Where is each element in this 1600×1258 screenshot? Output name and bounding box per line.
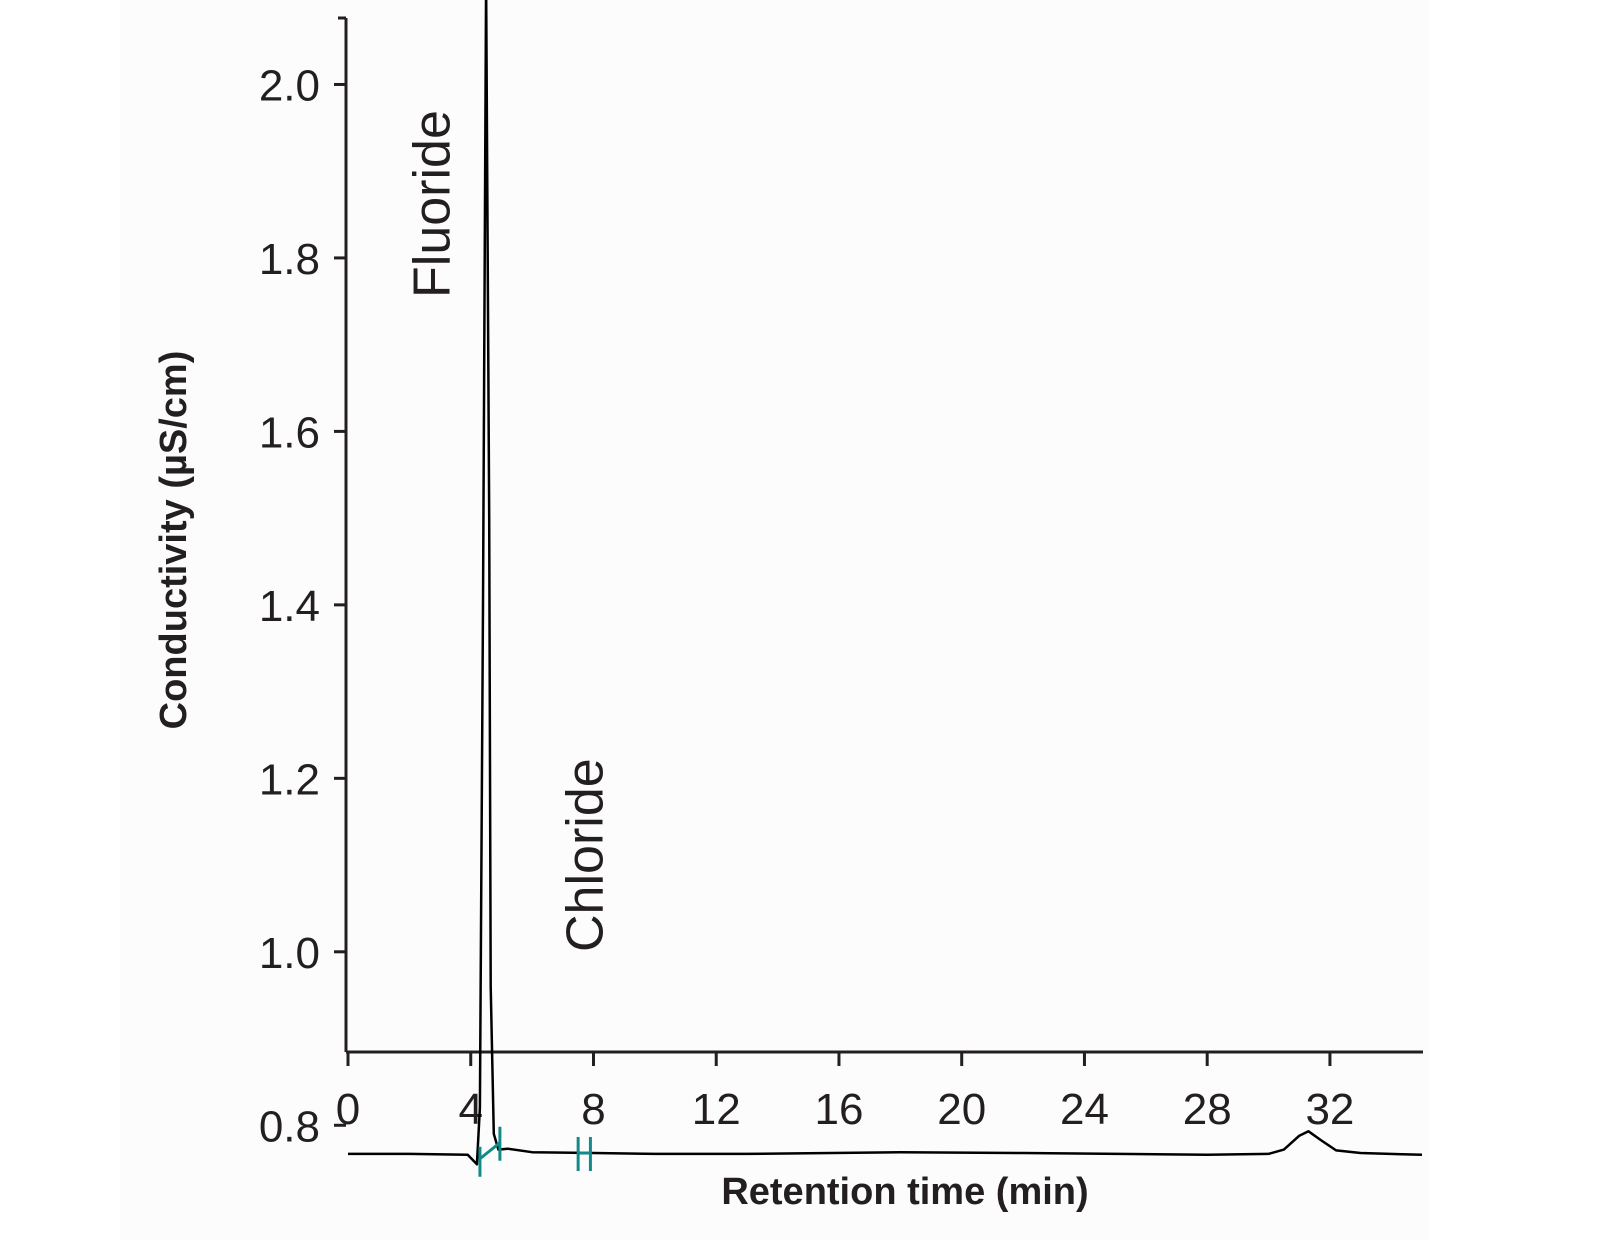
y-tick-label: 0.8 — [259, 1102, 320, 1151]
y-tick-label: 1.2 — [259, 755, 320, 804]
peak-label-chloride: Chloride — [557, 758, 615, 952]
peak-baseline — [479, 1141, 501, 1160]
y-tick-label: 1.0 — [259, 929, 320, 978]
x-tick-label: 12 — [692, 1085, 741, 1134]
x-tick-label: 24 — [1060, 1085, 1109, 1134]
y-tick-label: 1.4 — [259, 582, 320, 631]
y-axis-title: Conductivity (µS/cm) — [153, 351, 195, 730]
chromatogram-chart: 0.8 1.0 1.2 1.4 1.6 1.8 2.0 0 4 8 12 16 20 24 28 32 Fl… — [120, 0, 1430, 1240]
x-tick-label: 28 — [1183, 1085, 1232, 1134]
plot-area: Fluoride Chloride — [348, 0, 1423, 1177]
y-tick-label: 1.6 — [259, 408, 320, 457]
x-tick-label: 32 — [1305, 1085, 1354, 1134]
y-axis: 0.8 1.0 1.2 1.4 1.6 1.8 2.0 — [259, 16, 348, 1151]
y-tick-label: 2.0 — [259, 61, 320, 110]
x-tick-label: 16 — [814, 1085, 863, 1134]
chart-svg: 0.81.01.21.41.61.82.0 0 4 8 12 16 20 24 28 32 Fl… — [153, 0, 1423, 1213]
x-tick-label: 20 — [937, 1085, 986, 1134]
y-tick-label: 1.8 — [259, 235, 320, 284]
x-axis: 0 4 8 12 16 20 24 28 32 — [336, 1050, 1423, 1134]
x-tick-label: 0 — [336, 1085, 360, 1134]
x-tick-label: 8 — [581, 1085, 605, 1134]
x-axis-title: Retention time (min) — [721, 1171, 1088, 1213]
peak-label-fluoride: Fluoride — [403, 110, 461, 298]
chromatogram-trace — [348, 0, 1423, 1166]
